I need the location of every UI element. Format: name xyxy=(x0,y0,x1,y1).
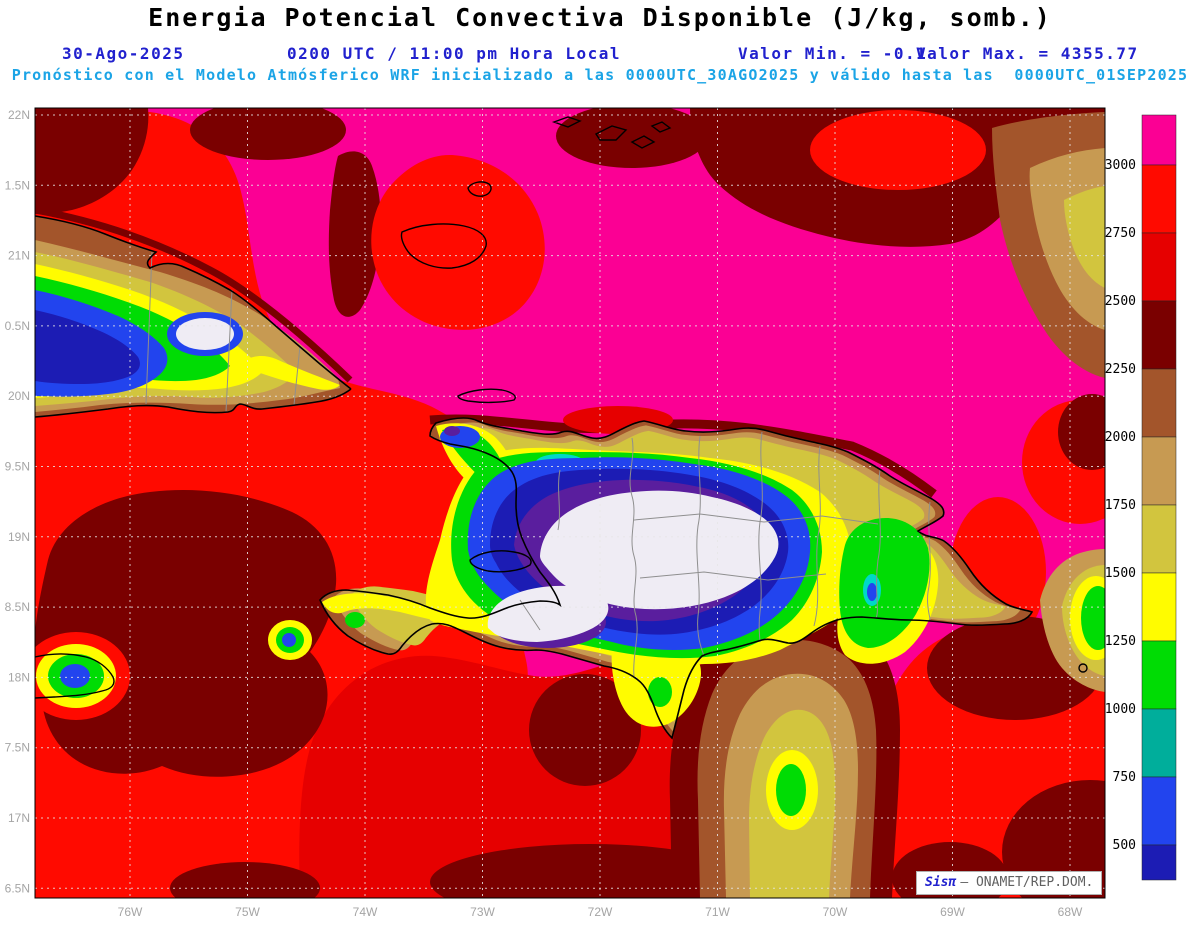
colorbar-label: 1250 xyxy=(1105,634,1136,649)
x-axis-tick-label: 69W xyxy=(940,905,965,919)
colorbar-segment xyxy=(1141,232,1177,302)
hispaniola-white-core xyxy=(540,490,779,610)
colorbar-label: 2000 xyxy=(1105,430,1136,445)
cuba-white-core xyxy=(176,318,234,350)
colorbar-segment xyxy=(1141,572,1177,642)
cape-band-maroon-hispaniola-coast xyxy=(429,414,937,498)
coastlines-and-borders xyxy=(35,116,1088,739)
y-axis-tick-label: 8.5N xyxy=(5,600,30,614)
y-axis-tick-label: 7.5N xyxy=(5,741,30,755)
barahona-green-spot xyxy=(648,677,672,707)
cape-column-stack xyxy=(697,639,877,898)
value-max: Valor Max. = 4355.77 xyxy=(916,44,1139,63)
colorbar-segment xyxy=(1141,708,1177,778)
east-edge-green xyxy=(1081,586,1105,650)
colorbar-segment xyxy=(1141,114,1177,166)
cape-region-red-inagua xyxy=(371,154,545,330)
x-axis-tick-label: 75W xyxy=(235,905,260,919)
colorbar-label: 2500 xyxy=(1105,294,1136,309)
cuba-navy xyxy=(35,310,140,384)
east-dr-green xyxy=(839,518,930,648)
colorbar-segment xyxy=(1141,640,1177,710)
colorbar-label: 3000 xyxy=(1105,158,1136,173)
y-axis-tick-label: 20N xyxy=(8,389,30,403)
y-axis-tick-label: 21N xyxy=(8,249,30,263)
y-axis-tick-label: 22N xyxy=(8,108,30,122)
axis-labels: 76W 75W 74W 73W 72W 71W 70W 69W 68W 22N 1.5N 21N 0.5… xyxy=(5,108,1083,919)
nw-claw-purple xyxy=(444,426,460,436)
column-green-spot xyxy=(776,764,806,816)
cape-region-maroon-se-corner xyxy=(1002,780,1105,898)
offshore-blue xyxy=(282,633,296,647)
x-axis-tick-label: 76W xyxy=(118,905,143,919)
gridlines xyxy=(35,108,1105,898)
cape-region-maroon-nw-corner xyxy=(35,108,149,214)
cape-region-maroon-top-left xyxy=(190,108,346,160)
cape-region-maroon-caicos xyxy=(556,108,708,168)
cuba-yellow-se-strip xyxy=(246,356,340,390)
run-date: 30-Ago-2025 xyxy=(62,44,185,63)
east-dr-blue-dot xyxy=(867,583,877,601)
page-title: Energia Potencial Convectiva Disponible … xyxy=(148,3,1052,32)
colorbar-label: 1750 xyxy=(1105,498,1136,513)
hispaniola-white-sw-lobe xyxy=(487,585,609,642)
cape-region-maroon-inagua-strip xyxy=(328,151,381,317)
colorbar-segment xyxy=(1141,504,1177,574)
cape-cuba-stack xyxy=(35,216,351,417)
colorbar-label: 1000 xyxy=(1105,702,1136,717)
cape-field xyxy=(35,108,1105,898)
model-info-line: Pronóstico con el Modelo Atmósferico WRF… xyxy=(11,66,1189,84)
cuba-coastline xyxy=(35,215,352,418)
colorbar-segment xyxy=(1141,368,1177,438)
x-axis-tick-label: 72W xyxy=(588,905,613,919)
cape-red-over-regions xyxy=(35,110,986,720)
y-axis-tick-label: 9.5N xyxy=(5,460,30,474)
plot-frame xyxy=(34,107,1106,899)
colorbar-label: 500 xyxy=(1113,838,1136,853)
x-axis-tick-label: 74W xyxy=(353,905,378,919)
x-axis-tick-label: 70W xyxy=(823,905,848,919)
x-axis-tick-label: 71W xyxy=(705,905,730,919)
cape-corner-and-east-stacks xyxy=(992,112,1105,692)
watermark-org: — ONAMET/REP.DOM. xyxy=(960,875,1094,890)
colorbar-label: 2750 xyxy=(1105,226,1136,241)
colorbar-segment xyxy=(1141,436,1177,506)
cape-region-maroon-bottom-left-spot xyxy=(170,862,320,898)
colorbar-label: 2250 xyxy=(1105,362,1136,377)
jamaica-blue xyxy=(60,664,90,688)
cape-band-maroon-cuba-coast xyxy=(35,206,353,383)
colorbar: 3000 2750 2500 2250 2000 1750 1500 1250 1000 750 5… xyxy=(1105,114,1177,881)
colorbar-segment xyxy=(1141,844,1177,881)
x-axis-tick-label: 73W xyxy=(470,905,495,919)
colorbar-label: 750 xyxy=(1113,770,1136,785)
watermark-brand: Sisπ xyxy=(925,875,957,890)
value-min: Valor Min. = -0.1 xyxy=(738,44,928,63)
colorbar-segment xyxy=(1141,300,1177,370)
corner-khaki xyxy=(1064,186,1105,288)
small-islands-coastlines xyxy=(35,116,1088,699)
cape-region-maroon-bottom-strip xyxy=(430,844,750,898)
y-axis-tick-label: 18N xyxy=(8,670,30,684)
x-axis-tick-label: 68W xyxy=(1058,905,1083,919)
political-borders xyxy=(145,251,931,677)
colorbar-segment xyxy=(1141,164,1177,234)
y-axis-tick-label: 19N xyxy=(8,530,30,544)
y-axis-tick-label: 17N xyxy=(8,811,30,825)
colorbar-segment xyxy=(1141,776,1177,846)
tiburon-green-spot xyxy=(345,612,365,628)
valid-time: 0200 UTC / 11:00 pm Hora Local xyxy=(287,44,621,63)
colorbar-label: 1500 xyxy=(1105,566,1136,581)
cape-region-red-topright-inner xyxy=(810,110,986,190)
y-axis-tick-label: 0.5N xyxy=(5,319,30,333)
y-axis-tick-label: 6.5N xyxy=(5,881,30,895)
watermark: Sisπ — ONAMET/REP.DOM. xyxy=(916,871,1103,895)
y-axis-tick-label: 1.5N xyxy=(5,178,30,192)
cape-region-maroon-south-blob xyxy=(529,674,641,786)
